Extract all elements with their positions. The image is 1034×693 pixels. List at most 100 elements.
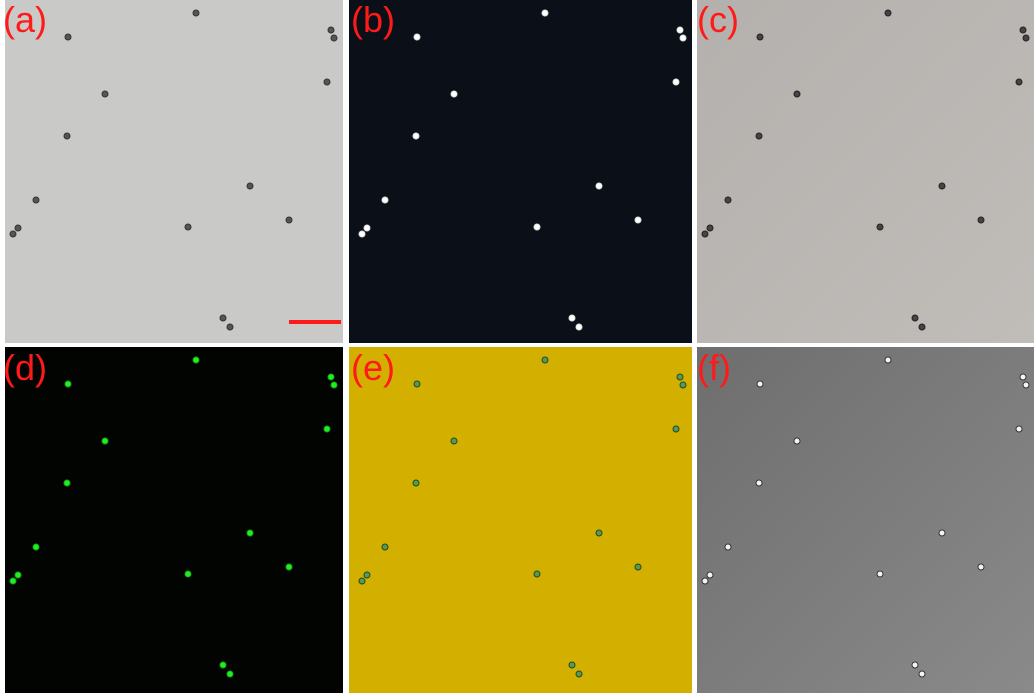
particle [286, 564, 292, 570]
particle [64, 133, 70, 139]
particle [596, 530, 602, 536]
particle [324, 426, 330, 432]
particle [978, 217, 984, 223]
panel-d-image [5, 347, 343, 693]
particle [677, 27, 683, 33]
particle [569, 315, 575, 321]
particle [673, 426, 679, 432]
particle [227, 671, 233, 677]
particle [413, 133, 419, 139]
particle [794, 438, 800, 444]
particle [359, 231, 365, 237]
particle [919, 324, 925, 330]
particle [1016, 426, 1022, 432]
particle [757, 34, 763, 40]
particle [702, 578, 708, 584]
particle [534, 571, 540, 577]
particle [756, 133, 762, 139]
panel-label: (d) [3, 347, 47, 388]
particle [10, 578, 16, 584]
particle [635, 564, 641, 570]
panel-label: (e) [351, 347, 395, 388]
particle [534, 224, 540, 230]
particle [328, 27, 334, 33]
particle [673, 79, 679, 85]
particle [919, 671, 925, 677]
particle [324, 79, 330, 85]
particle [680, 382, 686, 388]
panel-label: (f) [697, 347, 731, 388]
particle [756, 480, 762, 486]
particle [102, 438, 108, 444]
particle [885, 10, 891, 16]
particle [33, 544, 39, 550]
panel-e-image [349, 347, 692, 693]
particle [286, 217, 292, 223]
particle [1023, 35, 1029, 41]
panel-label: (b) [351, 0, 395, 40]
particle [794, 91, 800, 97]
particle [247, 530, 253, 536]
particle [451, 438, 457, 444]
particle [877, 224, 883, 230]
particle [877, 571, 883, 577]
particle [382, 197, 388, 203]
particle [707, 225, 713, 231]
particle [185, 224, 191, 230]
particle [15, 225, 21, 231]
particle [576, 324, 582, 330]
particle [10, 231, 16, 237]
particle [1020, 27, 1026, 33]
panel-a-image [5, 0, 343, 343]
particle [65, 381, 71, 387]
particle [978, 564, 984, 570]
particle [359, 578, 365, 584]
panel-label: (a) [3, 0, 47, 40]
particle [247, 183, 253, 189]
particle [542, 357, 548, 363]
figure: (a) (b) (c) (d) (e) (f) [0, 0, 1034, 693]
particle [102, 91, 108, 97]
panel-f-image [697, 347, 1034, 693]
particle [364, 572, 370, 578]
particle [220, 315, 226, 321]
particle [331, 35, 337, 41]
panel-c-image [697, 0, 1034, 343]
particle [220, 662, 226, 668]
particle [193, 357, 199, 363]
particle [185, 571, 191, 577]
particle [33, 197, 39, 203]
particle [677, 374, 683, 380]
particle [413, 480, 419, 486]
particle [15, 572, 21, 578]
particle [757, 381, 763, 387]
particle [635, 217, 641, 223]
panel-label: (c) [697, 0, 739, 40]
particle [1020, 374, 1026, 380]
particle [702, 231, 708, 237]
particle [414, 34, 420, 40]
particle [227, 324, 233, 330]
particle [1016, 79, 1022, 85]
particle [707, 572, 713, 578]
particle [885, 357, 891, 363]
particle [939, 530, 945, 536]
particle [328, 374, 334, 380]
particle [912, 662, 918, 668]
particle [542, 10, 548, 16]
particle [1023, 382, 1029, 388]
particle [569, 662, 575, 668]
panel-b-image [349, 0, 692, 343]
particle [65, 34, 71, 40]
particle [193, 10, 199, 16]
particle [596, 183, 602, 189]
particle [725, 197, 731, 203]
particle [331, 382, 337, 388]
particle [64, 480, 70, 486]
particle [939, 183, 945, 189]
particle [451, 91, 457, 97]
particle [725, 544, 731, 550]
particle [680, 35, 686, 41]
particle [576, 671, 582, 677]
particle [414, 381, 420, 387]
